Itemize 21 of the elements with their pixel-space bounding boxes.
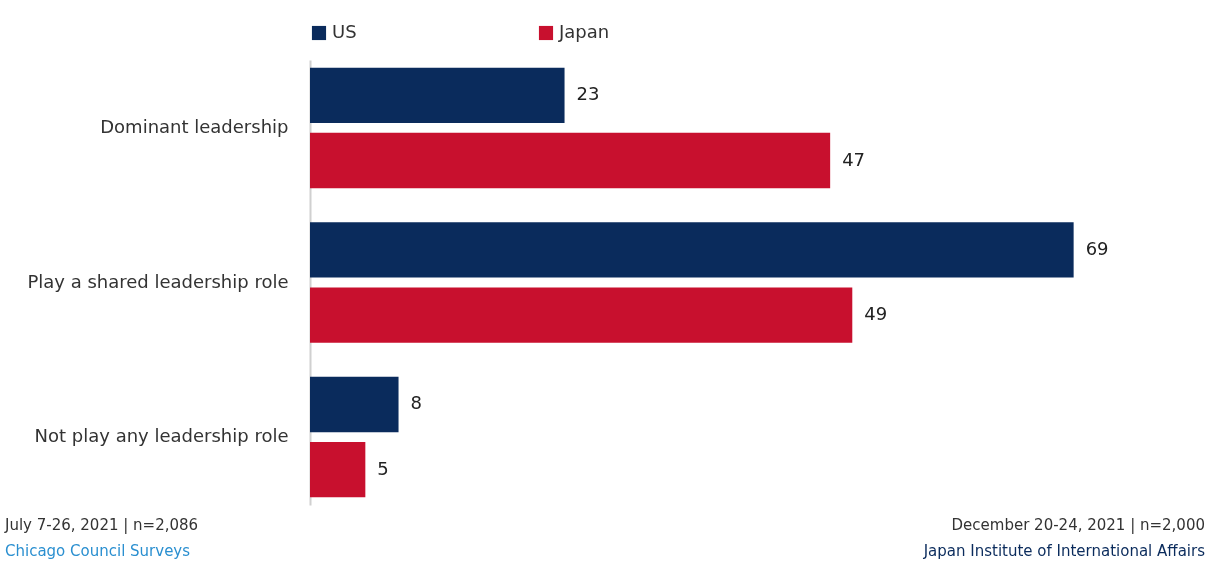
data-label: 47 bbox=[842, 148, 866, 170]
data-label: 49 bbox=[864, 303, 888, 325]
bar bbox=[310, 376, 399, 433]
text: Japan Institute of International Affairs bbox=[922, 542, 1206, 560]
y-tick-label: Play a shared leadership role bbox=[27, 270, 289, 292]
legend-label: Japan bbox=[558, 21, 610, 42]
text: July 7-26, 2021 | n=2,086 bbox=[4, 516, 199, 534]
bar bbox=[310, 67, 565, 124]
data-label: 8 bbox=[410, 392, 422, 414]
y-tick-label: Dominant leadership bbox=[100, 115, 289, 137]
bar bbox=[310, 441, 366, 498]
bar bbox=[310, 222, 1074, 278]
bar bbox=[310, 287, 853, 343]
data-label: 69 bbox=[1085, 237, 1109, 259]
bar bbox=[310, 132, 831, 189]
data-label: 5 bbox=[377, 457, 389, 479]
legend-label: US bbox=[332, 21, 357, 42]
text: December 20-24, 2021 | n=2,000 bbox=[951, 516, 1205, 534]
y-tick-label: Not play any leadership role bbox=[34, 425, 289, 447]
data-label: 23 bbox=[576, 83, 600, 105]
text: Chicago Council Surveys bbox=[5, 542, 191, 560]
